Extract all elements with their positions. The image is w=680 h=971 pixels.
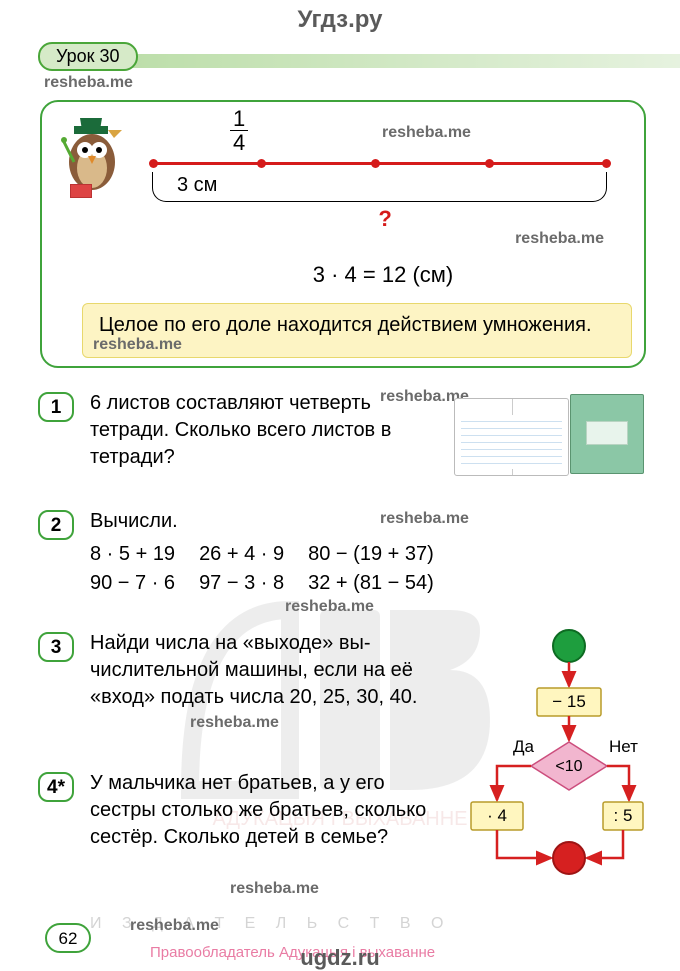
fraction-numerator: 1 xyxy=(230,108,248,131)
svg-text:Нет: Нет xyxy=(609,737,638,756)
task-4-text: У мальчика нет братьев, а у его сестры с… xyxy=(90,770,450,851)
fraction-label: 1 4 xyxy=(230,108,248,155)
task-number-3: 3 xyxy=(38,632,74,662)
equation: 3 · 4 = 12 (см) xyxy=(152,262,614,288)
calc-cell: 26 + 4 · 9 xyxy=(199,540,308,569)
task-number-2: 2 xyxy=(38,510,74,540)
question-mark: ? xyxy=(378,206,391,232)
watermark: resheba.me xyxy=(44,74,133,92)
notebook-icon xyxy=(454,390,644,478)
watermark: resheba.me xyxy=(285,598,374,616)
calc-cell: 32 + (81 − 54) xyxy=(308,569,458,598)
flowchart: − 15 <10 Да Нет · 4 : 5 xyxy=(459,628,644,888)
lesson-tab: Урок 30 xyxy=(38,42,138,71)
header-stripe xyxy=(70,54,680,68)
watermark: resheba.me xyxy=(380,510,469,528)
task-2-title: Вычисли. xyxy=(90,508,644,535)
watermark: resheba.me xyxy=(230,880,319,898)
tick xyxy=(371,159,380,168)
task-3-text: Найди числа на «выходе» вы­числительной … xyxy=(90,630,450,711)
svg-text:− 15: − 15 xyxy=(552,692,586,711)
watermark: resheba.me xyxy=(515,230,604,248)
tick xyxy=(602,159,611,168)
svg-text:Да: Да xyxy=(513,737,535,756)
rule-box: Целое по его доле находится действием ум… xyxy=(82,303,632,358)
task-2-grid: 8 · 5 + 19 26 + 4 · 9 80 − (19 + 37) 90 … xyxy=(90,540,458,598)
task-number-4: 4* xyxy=(38,772,74,802)
bottom-watermark: ugdz.ru xyxy=(0,945,680,971)
full-brace xyxy=(152,172,607,202)
tick xyxy=(485,159,494,168)
svg-text:· 4: · 4 xyxy=(487,806,507,825)
calc-cell: 97 − 3 · 8 xyxy=(199,569,308,598)
calc-cell: 80 − (19 + 37) xyxy=(308,540,458,569)
fraction-denominator: 4 xyxy=(230,131,248,155)
watermark: resheba.me xyxy=(93,334,182,356)
tick xyxy=(149,159,158,168)
calc-cell: 90 − 7 · 6 xyxy=(90,569,199,598)
theory-box: 1 4 resheba.me 3 см ? resheba.me 3 · 4 =… xyxy=(40,100,646,368)
rule-text: Целое по его доле находится действием ум… xyxy=(99,314,592,336)
svg-text:<10: <10 xyxy=(555,758,582,775)
task-number-1: 1 xyxy=(38,392,74,422)
calc-cell: 8 · 5 + 19 xyxy=(90,540,199,569)
number-line xyxy=(152,162,608,165)
watermark: resheba.me xyxy=(130,917,219,935)
watermark: resheba.me xyxy=(382,124,471,142)
segment-label: 3 см xyxy=(177,174,217,197)
top-watermark: Угдз.ру xyxy=(0,0,680,34)
watermark: resheba.me xyxy=(190,714,279,732)
tick xyxy=(257,159,266,168)
owl-icon xyxy=(52,112,132,212)
svg-text:: 5: : 5 xyxy=(614,806,633,825)
